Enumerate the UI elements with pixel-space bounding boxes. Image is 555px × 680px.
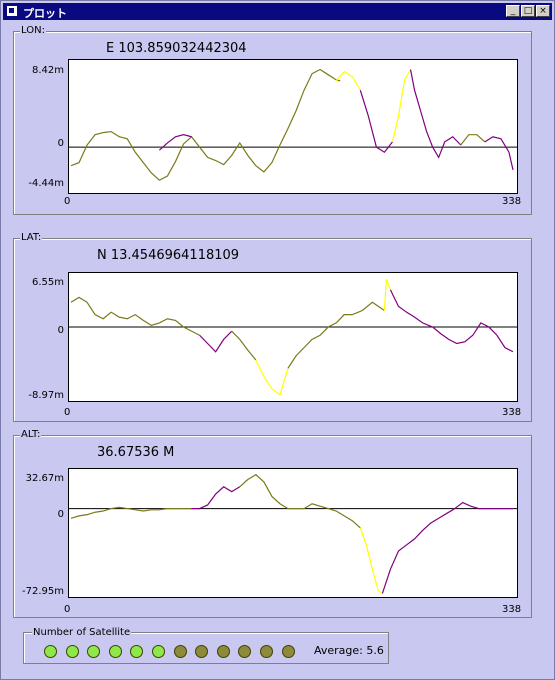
average-label: Average: xyxy=(314,644,363,657)
lon-chart-svg xyxy=(69,68,517,181)
lat-plot[interactable] xyxy=(68,272,518,402)
trace-segment-4 xyxy=(391,69,412,143)
trace-segment-3 xyxy=(359,90,393,154)
trace-segment-0 xyxy=(70,506,192,519)
lon-label: LON: xyxy=(20,25,46,36)
lat-value: N 13.4546964118109 xyxy=(97,248,240,263)
lat-x-end: 338 xyxy=(502,407,522,418)
alt-x-end: 338 xyxy=(502,604,522,615)
alt-panel: ALT: 36.67536 M 32.67m 0 -72.95m 0 338 xyxy=(13,429,532,618)
satellite-led-1 xyxy=(44,645,57,658)
trace-segment-6 xyxy=(389,289,514,353)
trace-segment-0 xyxy=(70,68,341,181)
trace-segment-3 xyxy=(255,359,289,396)
lat-chart-svg xyxy=(69,278,517,396)
trace-segment-1 xyxy=(199,330,233,353)
trace-segment-7 xyxy=(484,136,514,170)
satellite-average: Average: 5.6 xyxy=(314,644,384,657)
trace-segment-1 xyxy=(191,486,241,510)
trace-segment-4 xyxy=(287,301,385,369)
title-bar[interactable]: プロット _ □ × xyxy=(3,3,552,20)
lon-panel: LON: E 103.859032442304 8.42m 0 -4.44m 0… xyxy=(13,25,532,215)
alt-y-zero: 0 xyxy=(57,509,64,520)
satellite-led-6 xyxy=(152,645,165,658)
alt-chart-svg xyxy=(69,473,517,594)
alt-value: 36.67536 M xyxy=(97,445,175,460)
satellite-led-4 xyxy=(108,645,122,658)
lon-value: E 103.859032442304 xyxy=(106,41,247,56)
satellite-led-3 xyxy=(87,645,101,658)
lat-x-start: 0 xyxy=(64,407,71,418)
window-title: プロット xyxy=(23,7,67,20)
satellite-label: Number of Satellite xyxy=(32,627,132,638)
alt-x-start: 0 xyxy=(64,604,71,615)
lat-y-max: 6.55m xyxy=(31,277,64,288)
app-icon[interactable] xyxy=(7,6,17,16)
satellite-led-5 xyxy=(130,645,144,658)
satellite-box: Number of Satellite Average: 5.6 xyxy=(23,627,389,664)
minimize-button[interactable]: _ xyxy=(506,5,520,17)
lon-y-min: -4.44m xyxy=(28,178,64,189)
lon-x-start: 0 xyxy=(64,196,71,207)
trace-segment-0 xyxy=(70,296,200,336)
alt-y-max: 32.67m xyxy=(25,473,64,484)
trace-segment-2 xyxy=(231,330,257,361)
satellite-led-9 xyxy=(216,645,230,658)
lat-y-zero: 0 xyxy=(57,325,64,336)
trace-segment-5 xyxy=(409,69,462,159)
trace-segment-2 xyxy=(239,473,361,529)
satellite-led-11 xyxy=(260,645,273,658)
alt-plot[interactable] xyxy=(68,468,518,598)
trace-segment-2 xyxy=(335,70,361,91)
alt-y-min: -72.95m xyxy=(22,586,64,597)
trace-segment-1 xyxy=(158,134,192,151)
lat-y-min: -8.97m xyxy=(28,390,64,401)
lat-panel: LAT: N 13.4546964118109 6.55m 0 -8.97m 0… xyxy=(13,232,532,422)
close-button[interactable]: × xyxy=(536,5,550,17)
lon-plot[interactable] xyxy=(68,59,518,194)
satellite-led-2 xyxy=(65,645,79,658)
trace-segment-3 xyxy=(359,527,383,594)
satellite-led-12 xyxy=(281,645,295,658)
lon-y-zero: 0 xyxy=(57,138,64,149)
lon-x-end: 338 xyxy=(502,196,522,207)
satellite-led-10 xyxy=(238,645,252,658)
satellite-led-8 xyxy=(195,645,209,658)
trace-segment-5 xyxy=(383,278,392,311)
lat-label: LAT: xyxy=(20,232,43,243)
average-value: 5.6 xyxy=(366,644,384,657)
alt-label: ALT: xyxy=(20,429,42,440)
satellite-led-7 xyxy=(173,645,187,658)
lon-y-max: 8.42m xyxy=(31,65,64,76)
trace-segment-6 xyxy=(460,134,486,146)
trace-segment-4 xyxy=(381,501,513,594)
maximize-button[interactable]: □ xyxy=(521,5,535,17)
